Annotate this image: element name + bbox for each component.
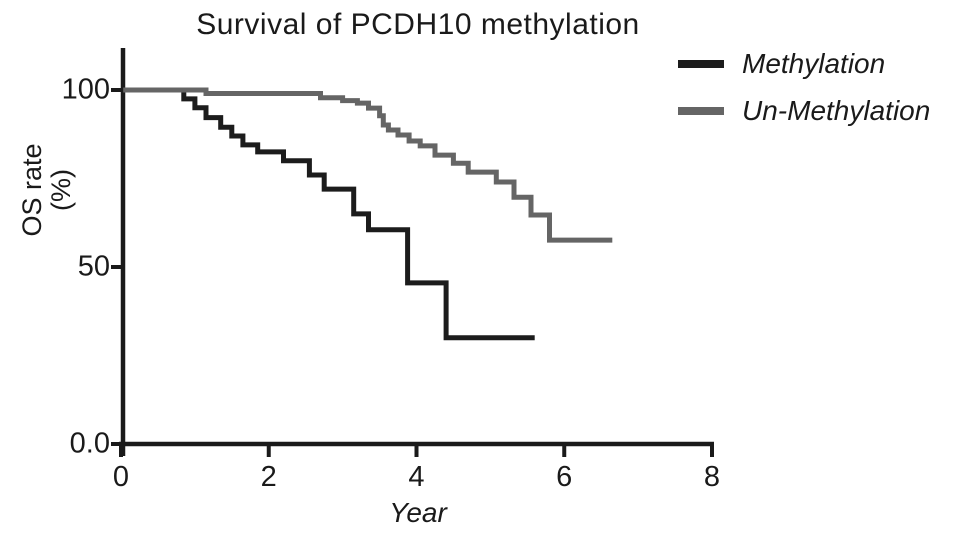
x-axis-label: Year (389, 497, 447, 528)
legend-item-methylation: Methylation (678, 46, 930, 81)
series-curve-un-methylation (123, 87, 613, 243)
series-curve-methylation (123, 87, 535, 341)
methylation-line-swatch (678, 59, 724, 68)
x-tick-label-0: 0 (112, 461, 130, 493)
legend: Methylation Un-Methylation (678, 46, 930, 140)
legend-label-methylation: Methylation (742, 47, 886, 79)
un-methylation-line-swatch (678, 106, 724, 115)
legend-label-un-methylation: Un-Methylation (742, 94, 931, 126)
chart-title: Survival of PCDH10 methylation (196, 8, 640, 41)
y-tick-label-100: 100 (61, 73, 110, 106)
x-tick-label-6: 6 (556, 461, 573, 493)
x-tick-label-2: 2 (260, 461, 277, 493)
x-tick-label-4: 4 (408, 461, 425, 493)
y-tick-label-50: 50 (77, 250, 110, 283)
legend-item-un-methylation: Un-Methylation (678, 93, 930, 128)
x-tick-label-8: 8 (703, 461, 721, 493)
y-tick-label-0.0: 0.0 (69, 427, 110, 460)
